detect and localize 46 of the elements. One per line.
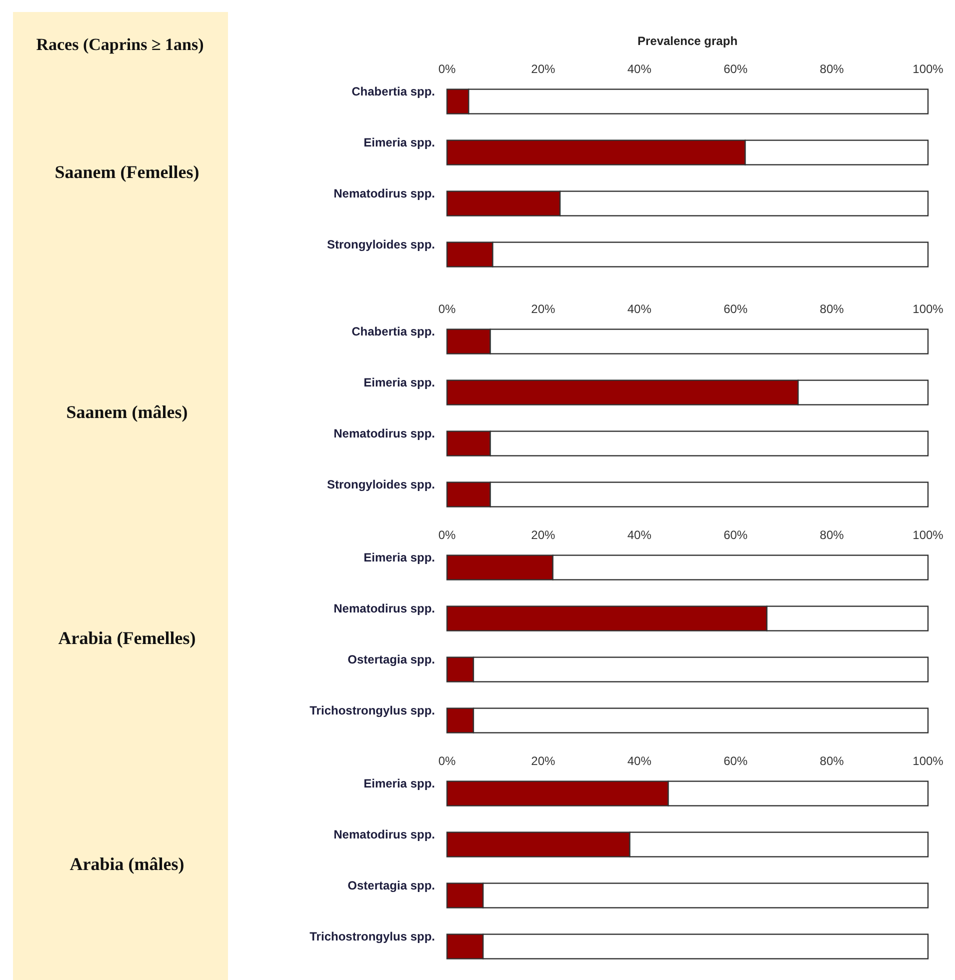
y-tick-label: Eimeria spp.: [364, 550, 435, 564]
x-tick-label: 80%: [820, 528, 844, 542]
y-tick-label: Strongyloides spp.: [326, 478, 435, 492]
y-tick-label: Trichostrongylus spp.: [310, 930, 435, 944]
x-tick-label: 100%: [912, 528, 944, 542]
y-tick-label: Eimeria spp.: [364, 776, 435, 790]
x-tick-label: 20%: [531, 62, 556, 76]
y-axis-title: Arabia (mâles): [70, 854, 184, 874]
y-tick-label: Nematodirus spp.: [334, 828, 435, 842]
x-tick-label: 100%: [912, 62, 944, 76]
y-tick-label: Eimeria spp.: [364, 376, 435, 390]
x-tick-label: 0%: [438, 528, 456, 542]
x-tick-label: 40%: [627, 62, 652, 76]
x-tick-label: 20%: [531, 754, 556, 768]
x-tick-label: 80%: [820, 302, 844, 316]
y-tick-label: Ostertagia spp.: [348, 878, 435, 892]
x-tick-label: 80%: [820, 754, 844, 768]
x-tick-label: 60%: [724, 302, 748, 316]
y-tick-label: Chabertia spp.: [352, 84, 435, 98]
x-tick-label: 20%: [531, 302, 556, 316]
x-tick-label: 100%: [912, 754, 944, 768]
x-tick-label: 20%: [531, 528, 556, 542]
x-tick-label: 0%: [438, 62, 456, 76]
text: Races (Caprins ≥ 1ans): [36, 35, 204, 54]
chart-title: Prevalence graph: [637, 34, 738, 48]
y-tick-label: Ostertagia spp.: [348, 652, 435, 666]
x-tick-label: 0%: [438, 302, 456, 316]
x-tick-label: 60%: [724, 62, 748, 76]
y-tick-label: Trichostrongylus spp.: [310, 704, 435, 718]
y-axis-title: Saanem (mâles): [66, 402, 188, 422]
x-tick-label: 60%: [724, 528, 748, 542]
x-tick-label: 0%: [438, 754, 456, 768]
y-tick-label: Nematodirus spp.: [334, 602, 435, 616]
y-tick-label: Strongyloides spp.: [326, 238, 435, 252]
x-tick-label: 40%: [627, 528, 652, 542]
x-tick-label: 80%: [820, 62, 844, 76]
y-tick-label: Eimeria spp.: [364, 136, 435, 150]
y-axis-title: Saanem (Femelles): [54, 162, 200, 182]
x-tick-label: 40%: [627, 754, 652, 768]
x-tick-label: 60%: [724, 754, 748, 768]
x-tick-label: 40%: [627, 302, 652, 316]
y-axis-title: Arabia (Femelles): [58, 628, 196, 648]
y-tick-label: Nematodirus spp.: [334, 426, 435, 440]
y-tick-label: Nematodirus spp.: [334, 186, 435, 200]
x-tick-label: 100%: [912, 302, 944, 316]
y-tick-label: Chabertia spp.: [352, 324, 435, 338]
